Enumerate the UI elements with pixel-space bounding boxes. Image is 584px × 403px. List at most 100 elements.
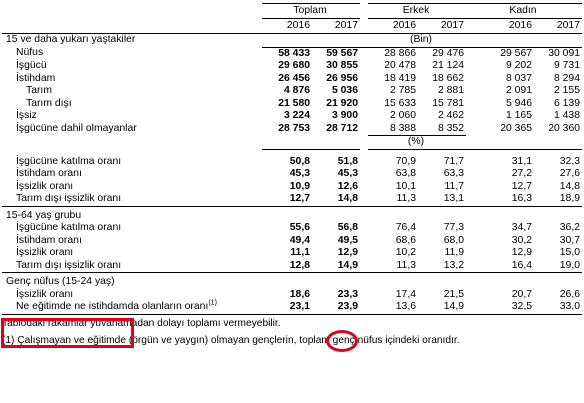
table-row: İşgücüne katılma oranı 55,6 56,8 76,4 77… [2, 222, 582, 235]
unit-label-thousands: (Bin) [262, 33, 582, 48]
table-cell: 19,0 [559, 259, 580, 271]
table-cell: 14,8 [337, 193, 358, 204]
year-header: 2016 [368, 18, 418, 34]
table-cell: 58 433 [278, 47, 310, 59]
section-header-population: 15 ve daha yukarı yaştakiler (Bin) [2, 33, 582, 48]
table-cell: 13,1 [443, 193, 464, 204]
table-row: Nüfus 58 433 59 567 28 866 29 476 29 567… [2, 47, 582, 60]
table-cell: 21,5 [443, 288, 464, 300]
table-row: İşgücüne katılma oranı 50,8 51,8 70,9 71… [2, 156, 582, 169]
table-cell: 21 920 [326, 97, 358, 109]
table-cell: 14,9 [337, 259, 358, 271]
row-label-text: Ne eğitimde ne istihdamda olanların oran… [16, 301, 209, 312]
table-cell: 13,6 [368, 301, 418, 315]
table-cell: 49,4 [289, 234, 310, 246]
section-header-rates: (%) [2, 135, 582, 150]
section-title-youth: Genç nüfus (15-24 yaş) [2, 272, 582, 289]
table-cell: 3 224 [283, 110, 310, 121]
table-cell: 33,0 [534, 301, 582, 315]
table-cell: 1 165 [505, 110, 532, 121]
table-cell: 1 438 [553, 110, 580, 121]
table-cell: 32,5 [466, 301, 534, 315]
row-label: İşgücüne katılma oranı [16, 222, 122, 233]
table-cell: 11,3 [396, 259, 416, 271]
table-cell: 2 462 [437, 110, 464, 121]
table-cell: 20,7 [511, 288, 532, 300]
footnote-neet: (1) Çalışmayan ve eğitimde (örgün ve yay… [2, 334, 460, 346]
table-cell: 30 091 [548, 47, 580, 59]
table-cell: 8 352 [437, 122, 464, 134]
row-label: Tarım dışı işsizlik oranı [16, 259, 122, 271]
table-cell: 9 202 [505, 60, 532, 71]
table-cell: 28 866 [384, 47, 416, 59]
year-header: 2017 [534, 18, 582, 34]
table-cell: 45,3 [337, 168, 358, 179]
table-cell: 51,8 [337, 155, 358, 167]
unit-label-percent: (%) [368, 135, 466, 150]
table-cell: 2 155 [553, 85, 580, 96]
table-cell: 23,9 [312, 301, 360, 315]
table-cell: 70,9 [395, 155, 416, 167]
row-label: Nüfus [16, 47, 44, 59]
table-cell: 8 037 [505, 72, 532, 84]
labour-force-table: Toplam Erkek Kadın 2016 2017 2016 2017 2… [2, 3, 582, 315]
table-cell-highlighted: 23,3 [337, 288, 358, 300]
table-cell: 4 876 [283, 85, 310, 96]
table-cell: 12,7 [289, 193, 310, 204]
row-label: İşsizlik oranı [16, 247, 74, 258]
table-cell: 49,5 [337, 234, 358, 246]
table-cell: 5 946 [505, 97, 532, 109]
table-row: Tarım dışı işsizlik oranı 12,8 14,9 11,3… [2, 260, 582, 273]
table-cell: 30 855 [326, 60, 358, 71]
table-cell: 71,7 [443, 155, 464, 167]
table-row: İşsizlik oranı 10,9 12,6 10,1 11,7 12,7 … [2, 181, 582, 194]
group-header-total: Toplam [262, 3, 360, 19]
year-header: 2017 [312, 18, 360, 34]
footnote-rounding: Tablodaki rakamlar yuvarlamadan dolayı t… [2, 317, 281, 329]
table-cell: 45,3 [289, 168, 310, 179]
table-cell: 17,4 [395, 288, 416, 300]
table-cell: 21 124 [432, 60, 464, 71]
table-cell: 63,3 [443, 168, 464, 179]
table-cell: 32,3 [559, 155, 580, 167]
table-cell: 59 567 [326, 47, 358, 59]
table-cell: 10,2 [395, 247, 416, 258]
table-cell: 12,9 [337, 247, 358, 258]
table-cell: 21 580 [278, 97, 310, 109]
table-cell: 16,3 [511, 193, 532, 204]
table-cell: 26,6 [559, 288, 580, 300]
table-cell: 50,8 [289, 155, 310, 167]
labour-table-container: Toplam Erkek Kadın 2016 2017 2016 2017 2… [2, 3, 582, 348]
table-cell: 31,1 [511, 155, 532, 167]
row-label: İşgücüne dahil olmayanlar [16, 122, 137, 134]
row-label: İşgücü [16, 60, 47, 71]
table-cell: 76,4 [395, 222, 416, 233]
year-header-row: 2016 2017 2016 2017 2016 2017 [2, 18, 582, 34]
table-cell: 29 680 [278, 60, 310, 71]
table-cell: 14,9 [418, 301, 466, 315]
year-header: 2017 [418, 18, 466, 34]
table-cell: 2 881 [437, 85, 464, 96]
table-cell: 2 785 [389, 85, 416, 96]
table-cell: 26 956 [326, 72, 358, 84]
table-row: İşsizlik oranı 11,1 12,9 10,2 11,9 12,9 … [2, 247, 582, 260]
table-cell: 11,7 [444, 180, 464, 192]
row-label: İstihdam [16, 72, 56, 84]
table-cell: 15,0 [559, 247, 580, 258]
table-cell: 12,7 [511, 180, 532, 192]
table-cell: 68,6 [395, 234, 416, 246]
table-cell: 8 294 [553, 72, 580, 84]
row-label: Tarım [26, 85, 52, 96]
table-cell: 68,0 [443, 234, 464, 246]
table-cell: 9 731 [553, 60, 580, 71]
table-row: Ne eğitimde ne istihdamda olanların oran… [2, 300, 582, 315]
table-cell: 27,6 [559, 168, 580, 179]
table-row: İstihdam oranı 49,4 49,5 68,6 68,0 30,2 … [2, 235, 582, 248]
table-row: Tarım dışı işsizlik oranı 12,7 14,8 11,3… [2, 193, 582, 206]
table-cell: 12,8 [289, 259, 310, 271]
table-cell: 29 476 [432, 47, 464, 59]
table-row: Tarım 4 876 5 036 2 785 2 881 2 091 2 15… [2, 85, 582, 98]
table-row: İstihdam 26 456 26 956 18 419 18 662 8 0… [2, 73, 582, 86]
table-cell: 63,8 [395, 168, 416, 179]
row-label: İşgücüne katılma oranı [16, 155, 122, 167]
